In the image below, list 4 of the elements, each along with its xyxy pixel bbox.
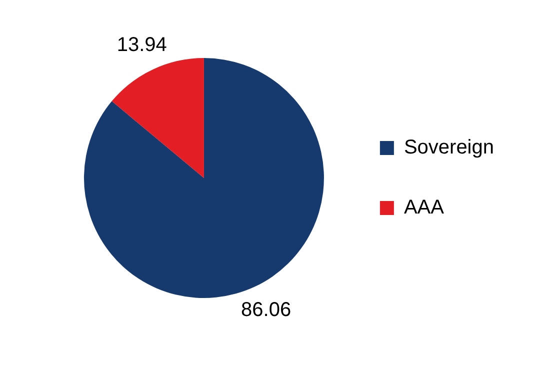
data-label: 13.94 [116, 34, 167, 56]
data-label: 86.06 [241, 299, 292, 322]
legend-label: Sovereign [404, 136, 494, 159]
legend-label: AAA [404, 196, 445, 219]
